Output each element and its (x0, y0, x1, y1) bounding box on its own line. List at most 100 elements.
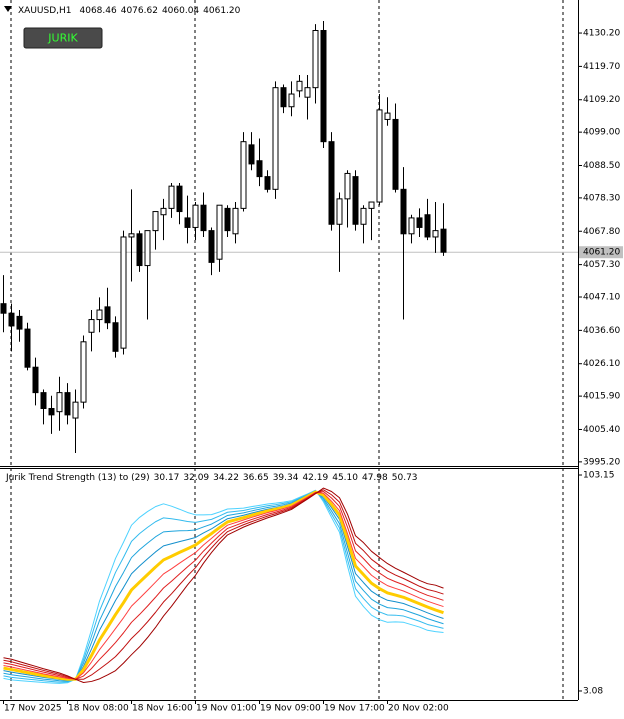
indicator-readout: 42.19 (302, 473, 328, 483)
jurik-button[interactable]: JURIK (23, 27, 103, 49)
indicator-readout: 39.34 (273, 473, 299, 483)
candle-body (120, 236, 127, 349)
candle-body (352, 176, 359, 225)
indicator-line (3, 487, 444, 684)
ohlc-high: 4076.62 (121, 6, 158, 16)
candle-body (304, 87, 311, 98)
ohlc-close: 4061.20 (203, 6, 240, 16)
y-tick-label: 3995.20 (583, 457, 620, 467)
candle-body (0, 303, 7, 314)
y-tick-label: 4047.10 (583, 293, 620, 303)
y-tick-label: 4078.30 (583, 193, 620, 203)
candle-body (144, 230, 151, 267)
y-tick-label: 4015.90 (583, 392, 620, 402)
x-tick-label: 18 Nov 16:00 (132, 704, 193, 714)
candle-body (200, 204, 207, 232)
candle-body (184, 217, 191, 228)
ohlc-low: 4060.04 (162, 6, 199, 16)
indicator-readout: 50.73 (392, 473, 418, 483)
candle-body (416, 217, 423, 228)
candle-body (32, 366, 39, 394)
candle-body (432, 230, 439, 238)
candle-body (112, 322, 119, 352)
indicator-line (3, 491, 444, 680)
indicator-readout: 34.22 (213, 473, 239, 483)
candle-body (376, 109, 383, 203)
y-tick-label: 4099.00 (583, 128, 620, 138)
candle-body (168, 185, 175, 209)
ohlc-open: 4068.46 (80, 6, 117, 16)
candle-body (384, 112, 391, 120)
chart-header: XAUUSD,H1 4068.46 4076.62 4060.04 4061.20 (18, 6, 241, 16)
indicator-header: Jurik Trend Strength (13) to (29) 30.17 32… (5, 473, 418, 483)
candle-body (48, 408, 55, 416)
y-tick-label: 4067.80 (583, 227, 620, 237)
candle-body (312, 29, 319, 89)
candle-body (264, 176, 271, 190)
x-tick-label: 19 Nov 17:00 (324, 704, 385, 714)
x-tick-label: 19 Nov 09:00 (260, 704, 321, 714)
candle-body (320, 29, 327, 143)
x-tick-label: 20 Nov 02:00 (388, 704, 449, 714)
indicator-readout: 45.10 (332, 473, 358, 483)
menu-triangle (4, 6, 12, 12)
candle-body (408, 217, 415, 235)
candle-body (104, 306, 111, 324)
candle-body (8, 312, 15, 327)
candle-body (56, 392, 63, 413)
indicator-title: Jurik Trend Strength (13) to (29) (5, 473, 150, 483)
symbol: XAUUSD,H1 (18, 6, 72, 16)
candle-body (328, 141, 335, 225)
candle-body (40, 392, 47, 410)
y-tick-label: 103.15 (583, 471, 615, 481)
candle-body (24, 328, 31, 368)
candle-body (240, 141, 247, 209)
candle-body (440, 228, 447, 253)
candle-body (16, 315, 23, 330)
candle-body (336, 198, 343, 225)
y-tick-label: 3.08 (583, 686, 603, 696)
candle-body (152, 211, 159, 232)
button-box[interactable] (23, 27, 103, 49)
current-price-label: 4061.20 (583, 248, 620, 258)
candle-body (160, 207, 167, 216)
candle-body (80, 341, 87, 403)
candle-body (296, 80, 303, 92)
candle-body (224, 207, 231, 232)
candle-body (424, 214, 431, 238)
y-tick-label: 4005.40 (583, 425, 620, 435)
candle-body (208, 230, 215, 263)
candle-body (128, 233, 135, 238)
x-tick-label: 19 Nov 01:00 (196, 704, 257, 714)
indicator-readout: 47.98 (362, 473, 388, 483)
button-label[interactable]: JURIK (47, 32, 78, 45)
indicator-readout: 30.17 (154, 473, 180, 483)
candle-body (136, 233, 143, 267)
candle-body (176, 185, 183, 213)
current-price-tag (579, 246, 623, 259)
y-tick-label: 4036.60 (583, 326, 620, 336)
y-tick-label: 4057.30 (583, 260, 620, 270)
candle-body (288, 93, 295, 108)
x-tick-label: 18 Nov 08:00 (68, 704, 129, 714)
candle-body (64, 392, 71, 416)
candle-body (368, 201, 375, 209)
candle-body (72, 401, 79, 419)
y-tick-label: 4119.70 (583, 62, 620, 72)
y-tick-label: 4109.20 (583, 95, 620, 105)
x-tick-label: 17 Nov 2025 (4, 704, 62, 714)
candle-body (192, 204, 199, 228)
indicator-line (3, 489, 444, 680)
y-tick-label: 4026.10 (583, 359, 620, 369)
candle-body (256, 160, 263, 178)
candle-body (216, 204, 223, 260)
candle-body (88, 319, 95, 333)
y-tick-label: 4088.50 (583, 161, 620, 171)
candle-body (344, 172, 351, 200)
candle-body (96, 309, 103, 321)
candle-body (248, 144, 255, 165)
candle-body (392, 118, 399, 190)
candle-body (280, 87, 287, 108)
candle-body (232, 207, 239, 235)
